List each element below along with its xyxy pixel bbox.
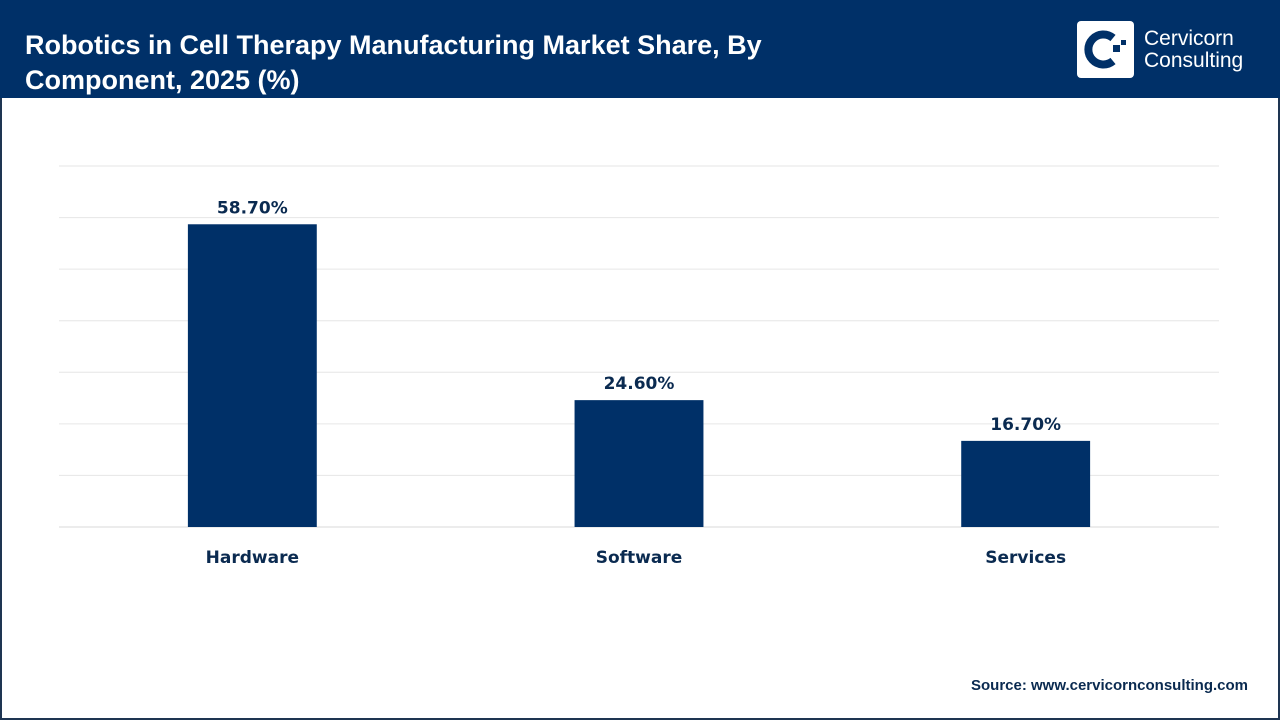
- cervicorn-logo: Cervicorn Consulting: [1077, 21, 1243, 78]
- x-tick-label: Services: [985, 548, 1066, 568]
- data-label: 16.70%: [990, 415, 1061, 435]
- header-banner: Robotics in Cell Therapy Manufacturing M…: [0, 0, 1280, 98]
- data-label: 58.70%: [217, 198, 288, 218]
- bar-services: [961, 440, 1091, 527]
- x-tick-label: Software: [596, 548, 683, 568]
- logo-mark-icon: [1077, 21, 1134, 78]
- data-label: 24.60%: [604, 374, 675, 394]
- bar-hardware: [187, 224, 317, 528]
- logo-text-line1: Cervicorn: [1144, 26, 1234, 50]
- source-note: Source: www.cervicornconsulting.com: [970, 677, 1248, 694]
- x-tick-label: Hardware: [206, 548, 299, 568]
- bar-software: [574, 400, 704, 527]
- logo-text-line2: Consulting: [1144, 48, 1244, 72]
- chart-title: Robotics in Cell Therapy Manufacturing M…: [25, 30, 762, 95]
